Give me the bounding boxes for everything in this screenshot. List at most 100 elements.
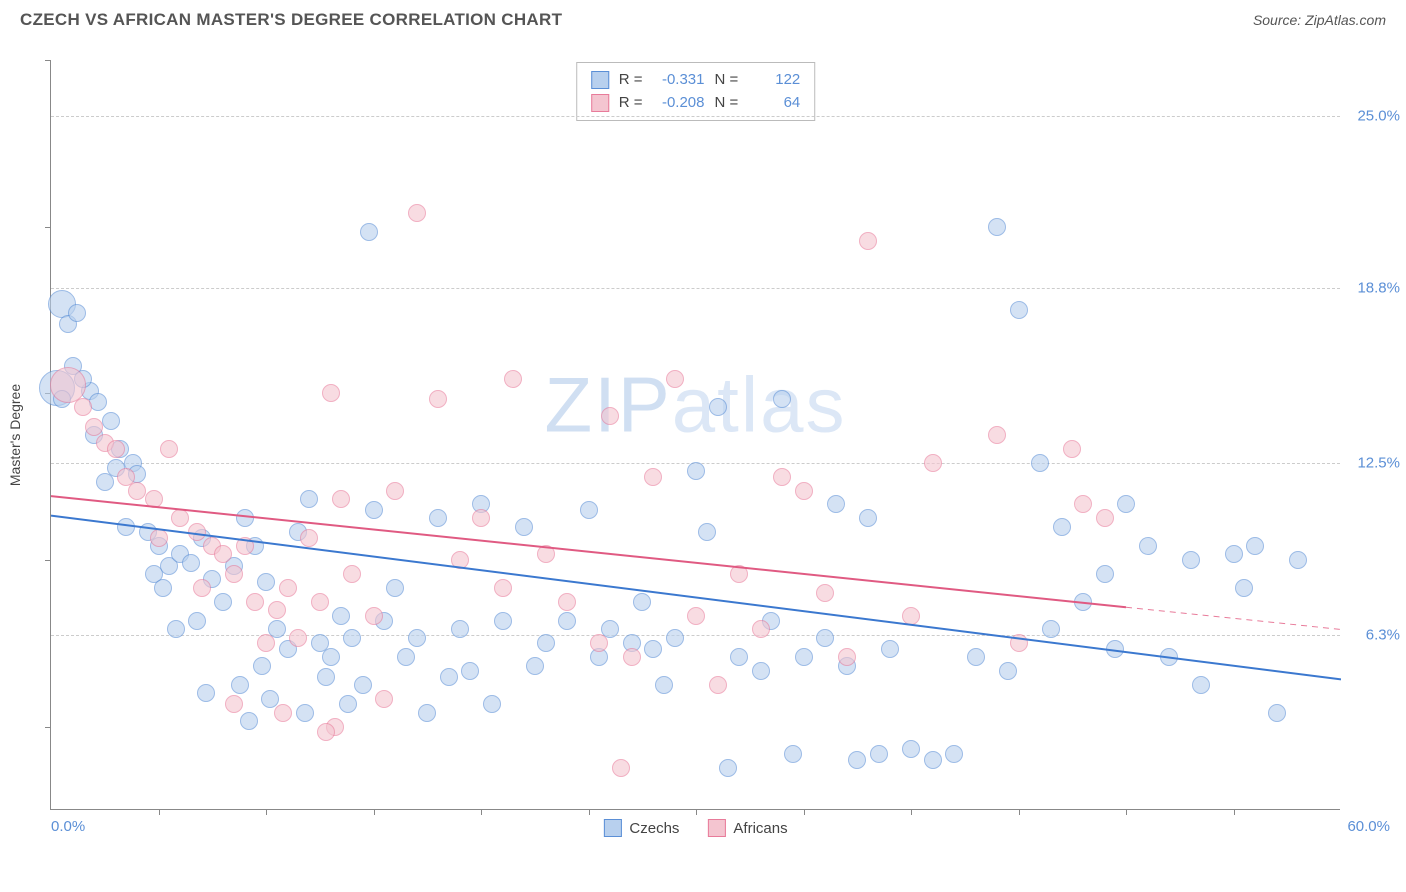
data-point-czechs <box>236 509 254 527</box>
gridline <box>51 635 1340 636</box>
data-point-czechs <box>1053 518 1071 536</box>
data-point-africans <box>1074 495 1092 513</box>
data-point-czechs <box>537 634 555 652</box>
data-point-africans <box>590 634 608 652</box>
data-point-africans <box>150 529 168 547</box>
data-point-czechs <box>494 612 512 630</box>
data-point-africans <box>859 232 877 250</box>
data-point-africans <box>107 440 125 458</box>
data-point-czechs <box>698 523 716 541</box>
x-tick <box>1126 809 1127 815</box>
y-tick-label: 25.0% <box>1357 107 1400 124</box>
data-point-czechs <box>257 573 275 591</box>
data-point-africans <box>558 593 576 611</box>
data-point-africans <box>773 468 791 486</box>
data-point-africans <box>188 523 206 541</box>
data-point-czechs <box>214 593 232 611</box>
x-tick <box>159 809 160 815</box>
data-point-africans <box>687 607 705 625</box>
data-point-africans <box>494 579 512 597</box>
data-point-africans <box>429 390 447 408</box>
data-point-czechs <box>773 390 791 408</box>
stats-row-czechs: R = -0.331 N = 122 <box>591 69 801 92</box>
x-tick <box>804 809 805 815</box>
data-point-africans <box>343 565 361 583</box>
data-point-czechs <box>816 629 834 647</box>
data-point-africans <box>472 509 490 527</box>
data-point-czechs <box>1010 301 1028 319</box>
data-point-czechs <box>96 473 114 491</box>
data-point-africans <box>988 426 1006 444</box>
data-point-africans <box>666 370 684 388</box>
data-point-czechs <box>924 751 942 769</box>
data-point-czechs <box>360 223 378 241</box>
data-point-czechs <box>1225 545 1243 563</box>
stats-legend-box: R = -0.331 N = 122 R = -0.208 N = 64 <box>576 62 816 121</box>
x-tick <box>1019 809 1020 815</box>
x-tick <box>911 809 912 815</box>
y-tick-label: 18.8% <box>1357 279 1400 296</box>
data-point-czechs <box>317 668 335 686</box>
data-point-africans <box>795 482 813 500</box>
data-point-africans <box>160 440 178 458</box>
data-point-czechs <box>827 495 845 513</box>
data-point-africans <box>171 509 189 527</box>
data-point-czechs <box>1246 537 1264 555</box>
y-tick <box>45 60 51 61</box>
data-point-africans <box>85 418 103 436</box>
data-point-czechs <box>197 684 215 702</box>
legend-item-africans: Africans <box>707 819 787 837</box>
legend-swatch-africans <box>707 819 725 837</box>
data-point-africans <box>730 565 748 583</box>
data-point-czechs <box>332 607 350 625</box>
data-point-africans <box>274 704 292 722</box>
data-point-czechs <box>354 676 372 694</box>
x-axis-max-label: 60.0% <box>1347 818 1390 835</box>
data-point-czechs <box>795 648 813 666</box>
x-axis-min-label: 0.0% <box>51 818 85 835</box>
gridline <box>51 288 1340 289</box>
data-point-czechs <box>709 398 727 416</box>
data-point-czechs <box>429 509 447 527</box>
data-point-czechs <box>558 612 576 630</box>
data-point-africans <box>332 490 350 508</box>
x-tick <box>1234 809 1235 815</box>
data-point-czechs <box>343 629 361 647</box>
data-point-africans <box>816 584 834 602</box>
data-point-czechs <box>1106 640 1124 658</box>
data-point-czechs <box>365 501 383 519</box>
data-point-africans <box>193 579 211 597</box>
data-point-czechs <box>848 751 866 769</box>
data-point-africans <box>924 454 942 472</box>
data-point-czechs <box>296 704 314 722</box>
data-point-czechs <box>461 662 479 680</box>
data-point-africans <box>709 676 727 694</box>
legend-item-czechs: Czechs <box>603 819 679 837</box>
source-attribution: Source: ZipAtlas.com <box>1253 12 1386 28</box>
data-point-czechs <box>1235 579 1253 597</box>
x-tick <box>374 809 375 815</box>
chart-header: CZECH VS AFRICAN MASTER'S DEGREE CORRELA… <box>0 0 1406 34</box>
data-point-africans <box>317 723 335 741</box>
data-point-czechs <box>988 218 1006 236</box>
data-point-africans <box>902 607 920 625</box>
data-point-africans <box>246 593 264 611</box>
data-point-czechs <box>1160 648 1178 666</box>
data-point-czechs <box>666 629 684 647</box>
data-point-africans <box>289 629 307 647</box>
data-point-czechs <box>1096 565 1114 583</box>
data-point-africans <box>74 398 92 416</box>
trend-lines <box>51 60 1341 810</box>
data-point-czechs <box>719 759 737 777</box>
data-point-africans <box>214 545 232 563</box>
data-point-africans <box>257 634 275 652</box>
gridline <box>51 116 1340 117</box>
stats-row-africans: R = -0.208 N = 64 <box>591 92 801 115</box>
data-point-africans <box>612 759 630 777</box>
data-point-africans <box>1010 634 1028 652</box>
data-point-czechs <box>999 662 1017 680</box>
legend-swatch-czechs <box>603 819 621 837</box>
data-point-czechs <box>784 745 802 763</box>
data-point-czechs <box>339 695 357 713</box>
data-point-africans <box>504 370 522 388</box>
